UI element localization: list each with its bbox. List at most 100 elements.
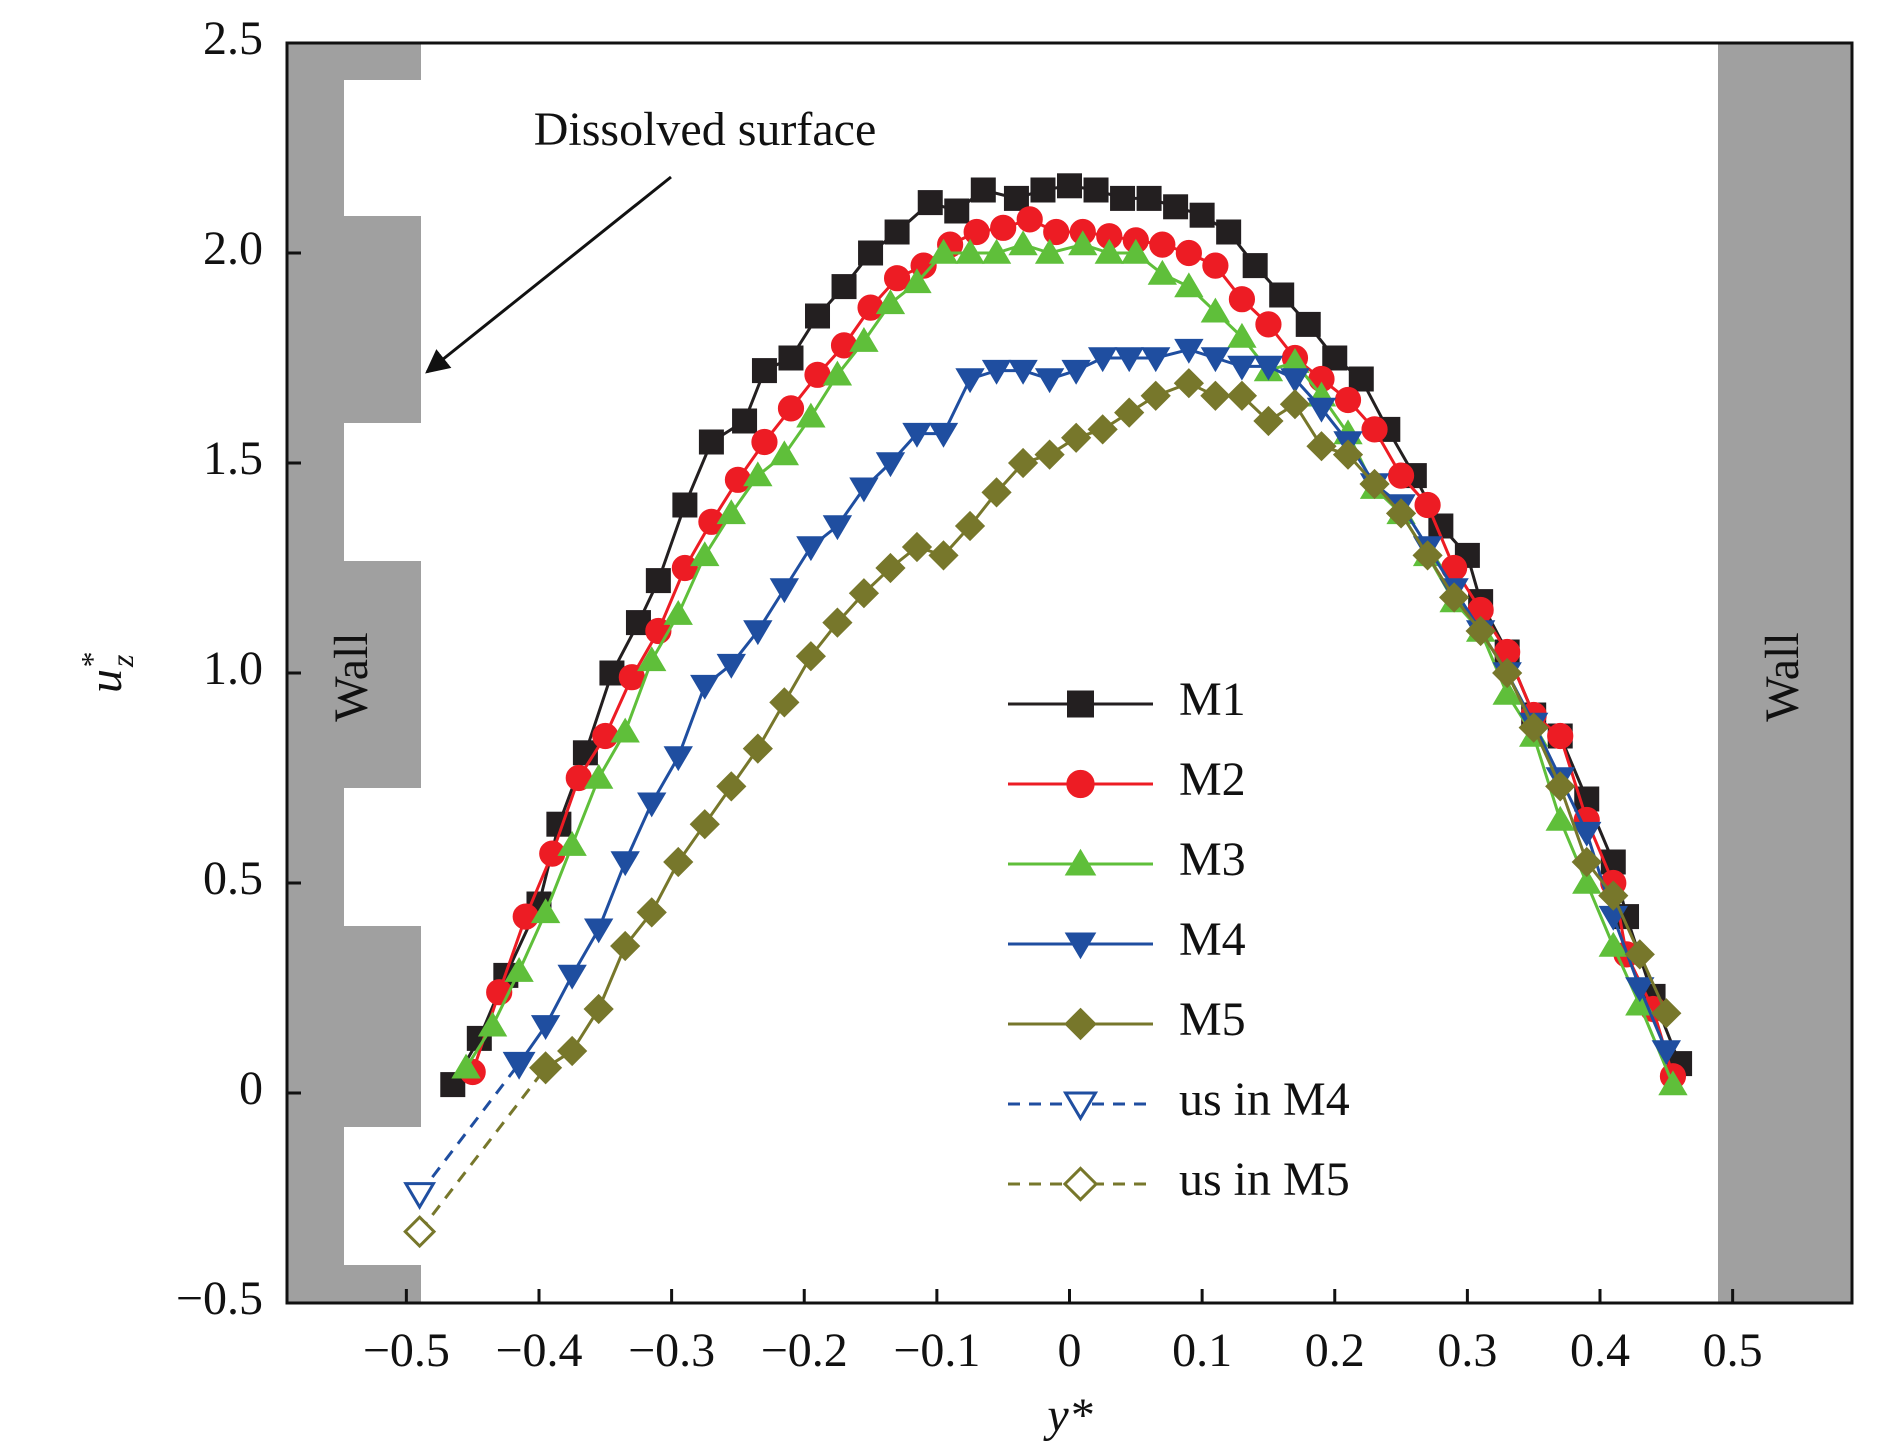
marker — [592, 722, 619, 750]
marker — [1114, 347, 1144, 373]
marker — [716, 653, 746, 679]
marker — [743, 461, 773, 487]
marker — [1227, 355, 1257, 381]
legend-label: M2 — [1179, 753, 1246, 806]
marker — [1545, 771, 1576, 802]
marker — [672, 492, 698, 518]
marker — [954, 510, 986, 542]
marker — [1280, 368, 1310, 394]
marker — [610, 717, 640, 743]
y-tick-label: −0.5 — [176, 1272, 263, 1325]
x-tick-label: 0.4 — [1570, 1324, 1630, 1377]
marker — [1334, 386, 1362, 414]
marker — [1361, 416, 1388, 443]
marker — [805, 303, 831, 329]
wall-block — [287, 926, 421, 1127]
marker — [1227, 322, 1257, 348]
marker — [848, 578, 880, 609]
marker — [732, 408, 758, 434]
annotation: Dissolved surface — [534, 103, 877, 156]
marker — [610, 930, 641, 962]
marker — [583, 763, 614, 789]
marker — [1083, 177, 1109, 203]
legend-marker — [1064, 932, 1097, 960]
marker — [1255, 311, 1282, 338]
marker — [1226, 380, 1258, 411]
marker — [928, 540, 959, 571]
marker — [1034, 368, 1065, 394]
marker — [769, 687, 800, 718]
marker — [1043, 218, 1070, 246]
series-line — [418, 1062, 521, 1195]
marker — [583, 918, 614, 944]
marker — [849, 327, 879, 352]
marker — [1242, 253, 1268, 279]
marker — [822, 607, 853, 638]
x-tick-label: 0.1 — [1172, 1324, 1232, 1377]
marker — [1061, 359, 1091, 385]
marker — [928, 422, 959, 448]
right-wall — [1718, 43, 1852, 1303]
left-wall — [287, 43, 421, 1303]
marker — [1149, 231, 1176, 258]
marker — [1625, 977, 1655, 1003]
marker — [970, 177, 996, 203]
marker — [1174, 338, 1204, 364]
marker — [1492, 657, 1523, 689]
marker — [857, 294, 884, 321]
marker — [1173, 368, 1204, 399]
marker — [1189, 202, 1215, 228]
marker — [504, 957, 534, 982]
marker — [610, 851, 640, 877]
wall-label: Wall — [325, 632, 378, 721]
marker — [1571, 846, 1602, 878]
marker — [1658, 1070, 1688, 1096]
marker — [1228, 286, 1256, 313]
marker — [724, 466, 752, 493]
marker — [504, 1052, 534, 1078]
legend-marker — [1067, 690, 1094, 718]
marker — [1061, 422, 1092, 453]
y-tick-label: 0.5 — [203, 852, 263, 905]
marker — [796, 536, 826, 562]
x-tick-label: −0.2 — [761, 1324, 848, 1377]
marker — [698, 429, 724, 455]
marker — [637, 792, 667, 818]
marker — [944, 198, 970, 224]
marker — [822, 515, 853, 541]
marker — [955, 238, 985, 264]
x-tick-label: 0.5 — [1703, 1324, 1763, 1377]
marker — [875, 452, 906, 478]
marker — [1034, 238, 1065, 264]
x-tick-label: 0.2 — [1305, 1324, 1365, 1377]
marker — [1121, 238, 1151, 264]
wall-block — [287, 1265, 421, 1303]
legend-label: M1 — [1179, 673, 1246, 726]
marker — [1651, 1040, 1681, 1066]
marker — [1030, 177, 1056, 203]
marker — [1007, 447, 1039, 479]
x-tick-label: −0.4 — [495, 1324, 582, 1377]
marker — [1387, 462, 1415, 489]
marker — [883, 265, 911, 292]
legend-label: M5 — [1179, 993, 1246, 1046]
y-tick-label: 0 — [239, 1062, 263, 1115]
marker — [1545, 805, 1575, 831]
marker — [583, 993, 614, 1025]
marker — [963, 218, 990, 246]
marker — [403, 1215, 437, 1249]
marker — [1253, 355, 1284, 381]
legend-label: M4 — [1179, 913, 1246, 966]
marker — [884, 219, 910, 245]
marker — [902, 422, 932, 448]
marker — [663, 846, 694, 878]
marker — [743, 620, 773, 646]
marker — [1087, 414, 1118, 445]
marker — [663, 746, 693, 772]
marker — [1332, 439, 1364, 470]
marker — [751, 358, 777, 384]
marker — [981, 359, 1012, 385]
marker — [1110, 185, 1136, 211]
marker — [1518, 712, 1549, 743]
marker — [858, 240, 884, 266]
